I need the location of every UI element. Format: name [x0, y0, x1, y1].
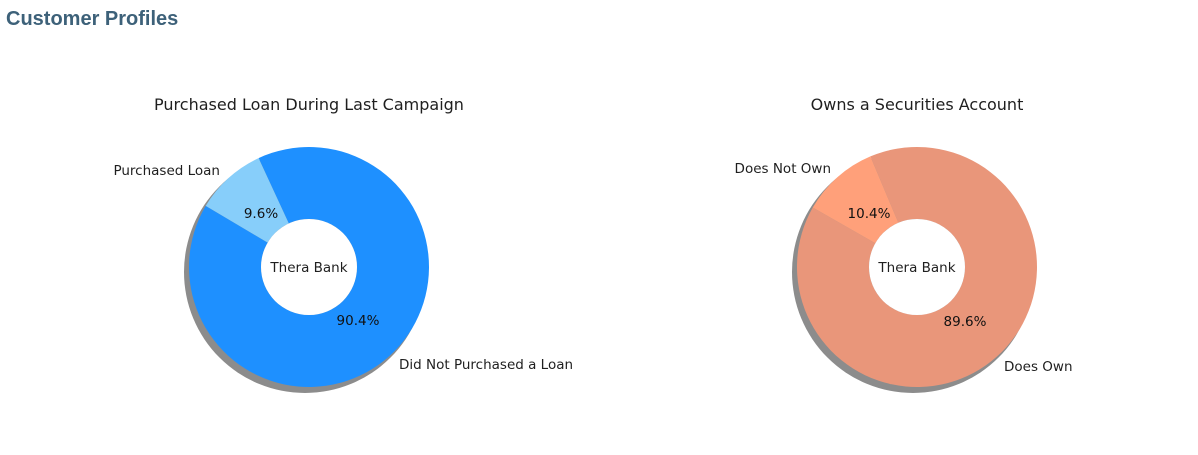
- donut-slice: [189, 147, 430, 387]
- percentage-label: 90.4%: [337, 313, 380, 329]
- donut-slice: [205, 158, 289, 243]
- percentage-label: 89.6%: [944, 314, 987, 330]
- donut-chart-loan: Purchased Loan During Last Campaign Ther…: [113, 95, 573, 393]
- donut-slice: [797, 146, 1038, 387]
- chart-title: Owns a Securities Account: [811, 95, 1024, 114]
- slice-label: Does Not Own: [735, 161, 831, 177]
- percentage-label: 9.6%: [244, 206, 278, 222]
- donut-hole: [261, 219, 357, 315]
- slice-label: Purchased Loan: [113, 163, 220, 179]
- slice-label: Does Own: [1004, 359, 1073, 375]
- donut-chart-securities: Owns a Securities Account Thera Bank Doe…: [735, 95, 1073, 393]
- percentage-label: 10.4%: [848, 206, 891, 222]
- donut-center-label: Thera Bank: [877, 260, 955, 276]
- chart-title: Purchased Loan During Last Campaign: [154, 95, 464, 114]
- donut-center-label: Thera Bank: [269, 260, 347, 276]
- slice-label: Did Not Purchased a Loan: [399, 357, 573, 373]
- donut-slice: [812, 156, 899, 244]
- page-title: Customer Profiles: [6, 8, 179, 30]
- donut-hole: [869, 219, 965, 315]
